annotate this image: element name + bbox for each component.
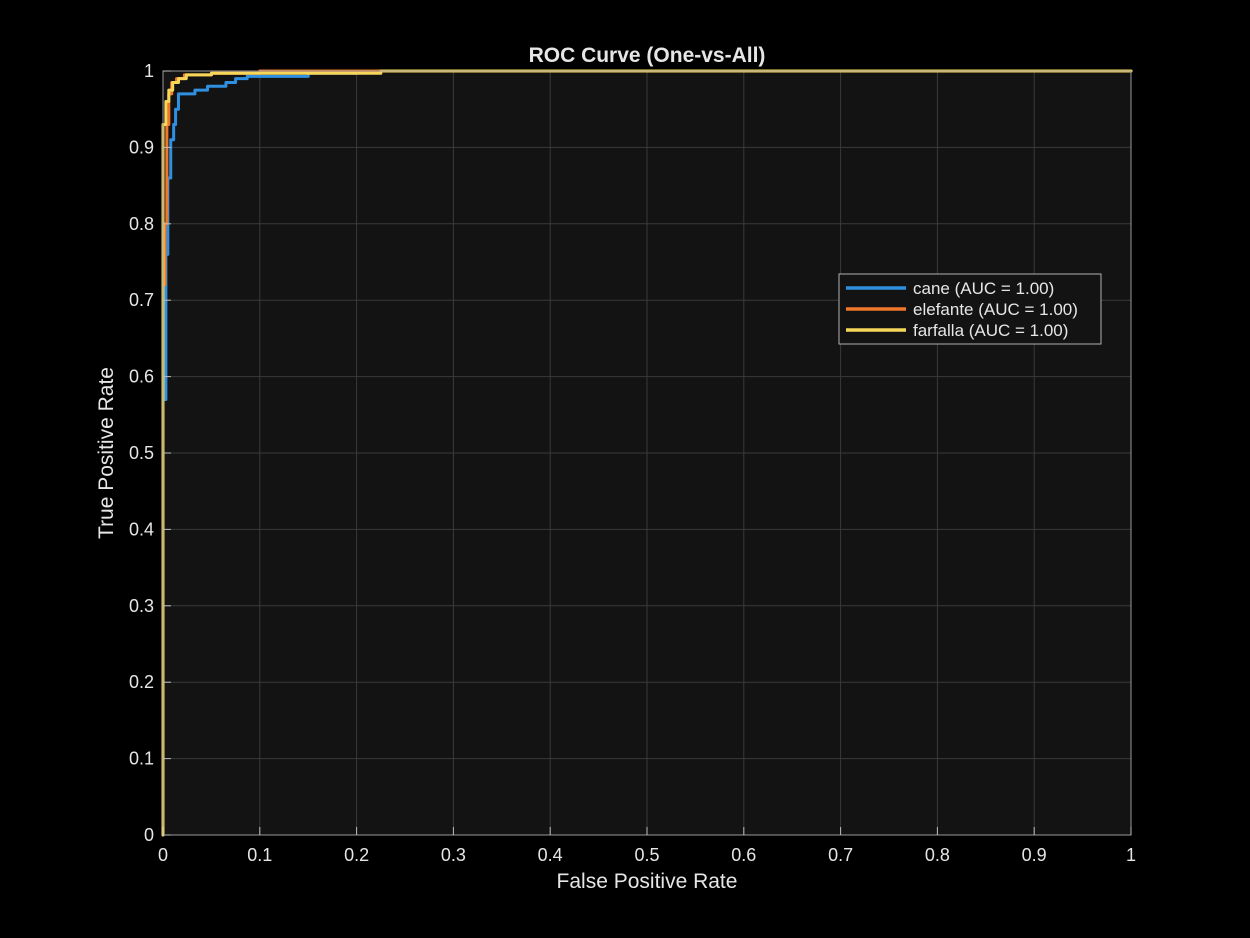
y-tick-label: 0.5 [129, 443, 154, 463]
y-tick-label: 0.8 [129, 214, 154, 234]
legend-label-1: cane (AUC = 1.00) [913, 279, 1054, 298]
x-tick-label: 0.7 [828, 845, 853, 865]
x-tick-label: 0.8 [925, 845, 950, 865]
y-tick-label: 0 [144, 825, 154, 845]
y-tick-label: 0.9 [129, 137, 154, 157]
y-tick-label: 0.1 [129, 749, 154, 769]
series-line-3 [161, 69, 1133, 837]
x-tick-label: 0 [158, 845, 168, 865]
x-tick-label: 0.1 [247, 845, 272, 865]
x-tick-label: 0.6 [731, 845, 756, 865]
x-tick-labels: 0 0.1 0.2 0.3 0.4 0.5 0.6 0.7 0.8 0.9 1 [158, 845, 1136, 865]
legend-label-3: farfalla (AUC = 1.00) [913, 321, 1068, 340]
x-tick-label: 0.3 [441, 845, 466, 865]
x-tick-label: 0.4 [538, 845, 563, 865]
chart-title: ROC Curve (One-vs-All) [529, 44, 766, 67]
x-tick-label: 0.5 [634, 845, 659, 865]
y-tick-label: 0.4 [129, 519, 154, 539]
y-tick-label: 0.3 [129, 596, 154, 616]
y-tick-label: 0.7 [129, 290, 154, 310]
y-tick-label: 0.6 [129, 367, 154, 387]
x-tick-label: 1 [1126, 845, 1136, 865]
tick-marks [162, 70, 1132, 836]
y-tick-label: 1 [144, 61, 154, 81]
x-tick-label: 0.2 [344, 845, 369, 865]
y-axis-label: True Positive Rate [95, 367, 118, 539]
legend-label-2: elefante (AUC = 1.00) [913, 300, 1078, 319]
x-tick-label: 0.9 [1022, 845, 1047, 865]
y-tick-label: 0.2 [129, 672, 154, 692]
legend: cane (AUC = 1.00) elefante (AUC = 1.00) fa… [838, 273, 1102, 345]
y-tick-labels: 0 0.1 0.2 0.3 0.4 0.5 0.6 0.7 0.8 0.9 1 [129, 61, 154, 845]
x-axis-label: False Positive Rate [557, 870, 738, 893]
